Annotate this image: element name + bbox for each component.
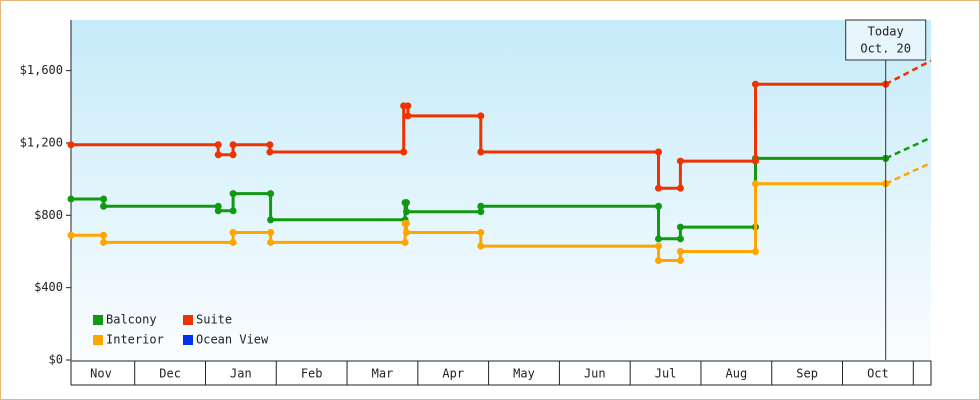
point xyxy=(676,257,684,265)
x-tick-label: Jan xyxy=(230,367,252,381)
x-tick-label: Feb xyxy=(301,367,323,381)
point xyxy=(676,157,684,165)
today-label: Oct. 20 xyxy=(860,42,911,56)
point xyxy=(676,223,684,231)
projection-line xyxy=(885,59,932,86)
point xyxy=(404,112,412,120)
x-tick-label: Sep xyxy=(796,367,818,381)
legend-swatch xyxy=(183,315,193,325)
y-tick-label: $0 xyxy=(49,353,63,367)
x-tick-label: Nov xyxy=(90,367,112,381)
point xyxy=(676,184,684,192)
legend-label: Ocean View xyxy=(196,333,269,347)
point xyxy=(229,141,237,149)
point xyxy=(477,229,485,236)
point xyxy=(654,184,662,192)
point xyxy=(654,235,662,243)
y-tick-label: $1,600 xyxy=(20,63,63,77)
point xyxy=(676,235,684,243)
point xyxy=(214,207,222,215)
point xyxy=(654,242,662,250)
point xyxy=(229,207,237,215)
point xyxy=(403,208,411,216)
point xyxy=(403,229,411,236)
point xyxy=(214,141,222,149)
point xyxy=(100,195,108,203)
projection-line xyxy=(885,136,932,160)
point xyxy=(751,180,759,188)
legend-label: Interior xyxy=(106,333,164,347)
point xyxy=(654,148,662,156)
point xyxy=(100,238,108,246)
x-tick-label: Mar xyxy=(372,367,394,381)
x-tick-label: Apr xyxy=(442,367,464,381)
x-tick-label: Dec xyxy=(159,367,181,381)
x-tick-label: Oct xyxy=(867,367,889,381)
x-tick-label: May xyxy=(513,367,535,381)
layer: $0 $400 $800 $1,200 $1,600 Nov Dec Jan Feb Mar Apr… xyxy=(20,19,932,385)
point xyxy=(404,102,412,110)
y-tick-label: $1,200 xyxy=(20,135,63,149)
point xyxy=(229,238,237,246)
x-tick-label: Aug xyxy=(726,367,748,381)
point xyxy=(67,195,75,203)
point xyxy=(267,216,275,224)
point xyxy=(403,199,411,207)
legend-swatch xyxy=(93,335,103,345)
point xyxy=(67,141,75,149)
point xyxy=(266,141,274,149)
point xyxy=(654,257,662,265)
point xyxy=(654,202,662,210)
point xyxy=(401,238,409,246)
point xyxy=(229,190,237,198)
point xyxy=(100,202,108,210)
today-box xyxy=(845,19,927,61)
x-axis-bar xyxy=(70,360,932,386)
point xyxy=(676,247,684,255)
point xyxy=(267,229,275,236)
point xyxy=(477,148,485,156)
point xyxy=(751,247,759,255)
legend-swatch xyxy=(93,315,103,325)
point xyxy=(477,208,485,216)
point xyxy=(266,148,274,156)
legend-label: Suite xyxy=(196,313,232,327)
point xyxy=(477,242,485,250)
projection-line xyxy=(885,161,932,185)
today-label: Today xyxy=(868,25,904,39)
point xyxy=(403,219,411,227)
point xyxy=(477,202,485,210)
y-tick-label: $800 xyxy=(34,208,63,222)
point xyxy=(229,151,237,159)
point xyxy=(267,190,275,198)
point xyxy=(400,148,408,156)
x-tick-label: Jun xyxy=(584,367,606,381)
y-tick-label: $400 xyxy=(34,280,63,294)
point xyxy=(229,229,237,236)
legend-swatch xyxy=(183,335,193,345)
point xyxy=(751,80,759,88)
x-tick-label: Jul xyxy=(655,367,677,381)
plot-area xyxy=(71,20,931,360)
point xyxy=(214,151,222,159)
point xyxy=(751,157,759,165)
point xyxy=(267,238,275,246)
point xyxy=(477,112,485,120)
point xyxy=(100,231,108,239)
point xyxy=(67,231,75,239)
legend-label: Balcony xyxy=(106,313,157,327)
